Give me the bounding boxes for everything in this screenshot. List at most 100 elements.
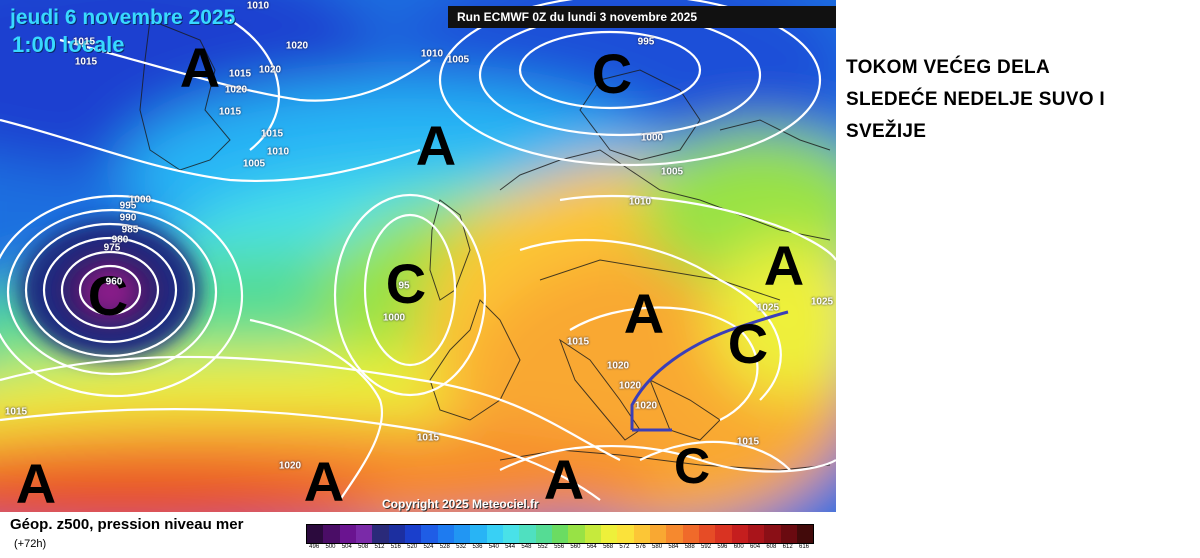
color-scale-tick: 608 [766,544,777,550]
color-scale-tick: 616 [799,544,810,550]
low-pressure-marker: C [727,312,769,375]
isobar-label: 1025 [810,296,834,308]
color-scale-tick: 528 [439,544,450,550]
color-scale-tick: 572 [619,544,630,550]
color-scale-tick: 596 [717,544,728,550]
color-swatch [600,525,618,543]
isobar-label: 1020 [285,40,309,52]
isobar-label: 960 [105,276,123,288]
isobar-label: 1020 [618,380,642,392]
low-pressure-marker: C [591,42,633,105]
high-pressure-marker: A [623,282,665,345]
annotation-line: SLEDEĆE NEDELJE SUVO I [846,89,1105,110]
color-swatch [780,525,797,543]
isobar-label: 1015 [218,106,242,118]
isobar-label: 1010 [420,48,444,60]
color-swatch [323,525,340,543]
isobar-label: 1000 [640,132,664,144]
color-scale-tick: 536 [472,544,483,550]
isobar-label: 1005 [660,166,684,178]
isobar-label: 1015 [566,336,590,348]
low-pressure-marker: C [673,438,711,494]
color-swatch [355,525,373,543]
color-swatch [502,525,520,543]
color-swatch [404,525,422,543]
model-run-label: Run ECMWF 0Z du lundi 3 novembre 2025 [448,6,836,28]
color-swatch [666,525,683,543]
color-scale-tick: 504 [341,544,352,550]
isobar-label: 1015 [72,36,96,48]
color-scale-tick: 592 [701,544,712,550]
high-pressure-marker: A [15,452,57,512]
color-scale-tick: 520 [407,544,418,550]
isobar-label: 95 [398,280,410,292]
isobar-label: 1005 [242,158,266,170]
high-pressure-marker: A [543,448,585,511]
color-swatch [682,525,699,543]
color-swatch [649,525,667,543]
isobar-label: 1010 [266,146,290,158]
annotation-line: TOKOM VEĆEG DELA [846,57,1050,78]
color-scale-tick: 584 [668,544,679,550]
color-scale-tick: 496 [309,544,320,550]
isobar-label: 985 [121,224,139,236]
color-scale-tick: 564 [586,544,597,550]
color-swatch [747,525,765,543]
color-swatch [470,525,487,543]
isobar-label: 1010 [246,0,270,12]
isobar-label: 1015 [228,68,252,80]
copyright: Copyright 2025 Meteociel.fr [382,497,539,511]
isobar-label: 1000 [382,312,406,324]
isobar-label: 1015 [74,56,98,68]
color-scale-tick: 556 [554,544,565,550]
map-date: jeudi 6 novembre 2025 [10,6,236,29]
legend-title: Géop. z500, pression niveau mer [10,516,244,533]
color-swatch [388,525,405,543]
map-time: 1:00 locale [12,32,125,57]
color-swatch [731,525,748,543]
color-scale-tick: 524 [423,544,434,550]
isobar-label: 1020 [258,64,282,76]
color-scale-tick: 516 [390,544,401,550]
low-pressure-marker: C [385,252,427,315]
color-scale-tick: 508 [358,544,369,550]
color-scale-tick: 580 [652,544,663,550]
color-scale-tick: 576 [635,544,646,550]
color-swatch [584,525,601,543]
color-scale-tick: 544 [505,544,516,550]
color-swatch [486,525,503,543]
color-scale-tick: 512 [374,544,385,550]
isobars [0,0,836,501]
isobar-label: 1020 [224,84,248,96]
color-swatch [535,525,552,543]
color-scale-tick: 600 [733,544,744,550]
isobar-label: 1000 [128,194,152,206]
legend-subtitle: (+72h) [14,538,47,550]
color-swatch [568,525,585,543]
color-swatch [421,525,438,543]
color-scale-tick: 560 [570,544,581,550]
low-pressure-core [20,220,200,360]
isobar-label: 1015 [260,128,284,140]
isobar-label: 1020 [278,460,302,472]
color-swatch [698,525,716,543]
color-scale-tick: 540 [488,544,499,550]
color-scale-tick: 552 [537,544,548,550]
color-scale-tick: 500 [325,544,336,550]
color-swatch [519,525,536,543]
color-scale-tick: 604 [750,544,761,550]
color-scale-tick: 612 [782,544,793,550]
color-scale [306,524,814,544]
isobar-label: 995 [119,200,137,212]
color-scale-tick: 532 [456,544,467,550]
high-pressure-marker: A [763,234,805,297]
high-pressure-marker: A [179,36,221,99]
isobar-label: 1010 [628,196,652,208]
isobar-label: 1015 [736,436,760,448]
color-swatch [339,525,356,543]
color-swatch [437,525,454,543]
isobar-label: 995 [637,36,655,48]
color-scale-tick: 568 [603,544,614,550]
color-swatch [715,525,732,543]
forecast-annotation: TOKOM VEĆEG DELA SLEDEĆE NEDELJE SUVO I … [846,52,1186,148]
